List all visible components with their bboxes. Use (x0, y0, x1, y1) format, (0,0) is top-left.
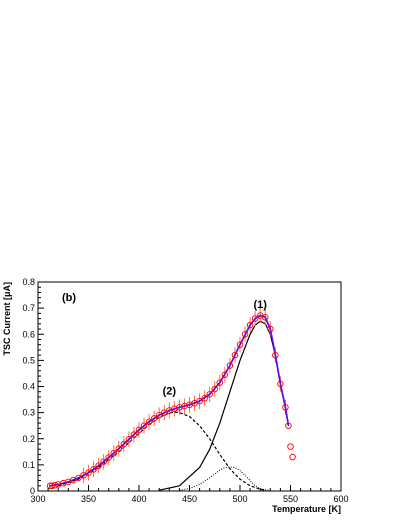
x-tick-label: 350 (81, 494, 96, 504)
data-point (155, 411, 163, 419)
y-tick-label: 0.2 (22, 434, 35, 444)
peak-annotation: (2) (163, 385, 177, 397)
panel-label: (b) (62, 292, 76, 304)
data-point (201, 395, 208, 402)
data-point (100, 458, 107, 465)
peak-annotation: (1) (253, 299, 267, 311)
component-1-line (159, 320, 290, 491)
data-point (241, 331, 249, 338)
component-2-line (58, 411, 266, 491)
axes: 300 350 400 450 500 550 600 0 0.1 0.2 0.3 0.4 0.5 0.6… (22, 277, 348, 504)
data-point (277, 380, 284, 388)
y-tick-label: 0.7 (22, 303, 35, 313)
data-point (262, 314, 269, 321)
data-point (211, 385, 218, 393)
x-axis-title: Temperature [K] (272, 504, 341, 514)
total-fit-line (49, 314, 290, 487)
data-point (287, 443, 294, 450)
data-point (267, 325, 274, 333)
data-point (46, 482, 54, 490)
data-point (120, 440, 128, 448)
data-point (196, 397, 203, 405)
plot-frame (37, 281, 342, 492)
data-point (75, 474, 82, 482)
x-tick-label: 550 (283, 494, 298, 504)
y-tick-label: 0 (30, 486, 35, 496)
data-point (51, 482, 59, 489)
data-point (231, 351, 239, 359)
data-point (125, 436, 133, 443)
data-point (48, 482, 56, 490)
y-tick-label: 0.8 (22, 277, 35, 287)
data-point (145, 418, 153, 426)
data-point (105, 454, 112, 461)
data-point (282, 404, 289, 411)
y-axis-title: TSC Current [μA] (2, 282, 12, 356)
y-tick-label: 0.1 (22, 460, 35, 470)
data-point (272, 351, 279, 359)
x-tick-label: 450 (182, 494, 197, 504)
x-tick-label: 500 (232, 494, 247, 504)
data-point (221, 371, 229, 378)
component-3-line (179, 466, 271, 491)
data-point (80, 472, 87, 479)
y-tick-label: 0.5 (22, 355, 35, 365)
data-point (85, 469, 92, 476)
data-point (289, 453, 296, 461)
x-tick-label: 600 (333, 494, 348, 504)
data-point (236, 341, 244, 348)
data-point (115, 445, 123, 452)
data-point (226, 362, 234, 369)
data-point (95, 462, 102, 469)
data-point (150, 415, 158, 422)
plot-area: (1) (2) (46, 299, 296, 491)
total-fit-inner-line (50, 315, 289, 487)
data-point (246, 321, 254, 329)
data-point (251, 315, 259, 322)
data-point (130, 431, 138, 438)
data-point (285, 422, 292, 429)
y-tick-label: 0.4 (22, 382, 35, 392)
y-tick-label: 0.3 (22, 408, 35, 418)
data-point (216, 379, 224, 386)
y-tick-label: 0.6 (22, 329, 35, 339)
data-point (206, 391, 213, 398)
x-tick-label: 300 (30, 494, 45, 504)
data-point (90, 466, 97, 473)
data-point (140, 422, 148, 429)
data-point (110, 449, 117, 457)
data-point (135, 426, 143, 434)
x-tick-label: 400 (131, 494, 146, 504)
